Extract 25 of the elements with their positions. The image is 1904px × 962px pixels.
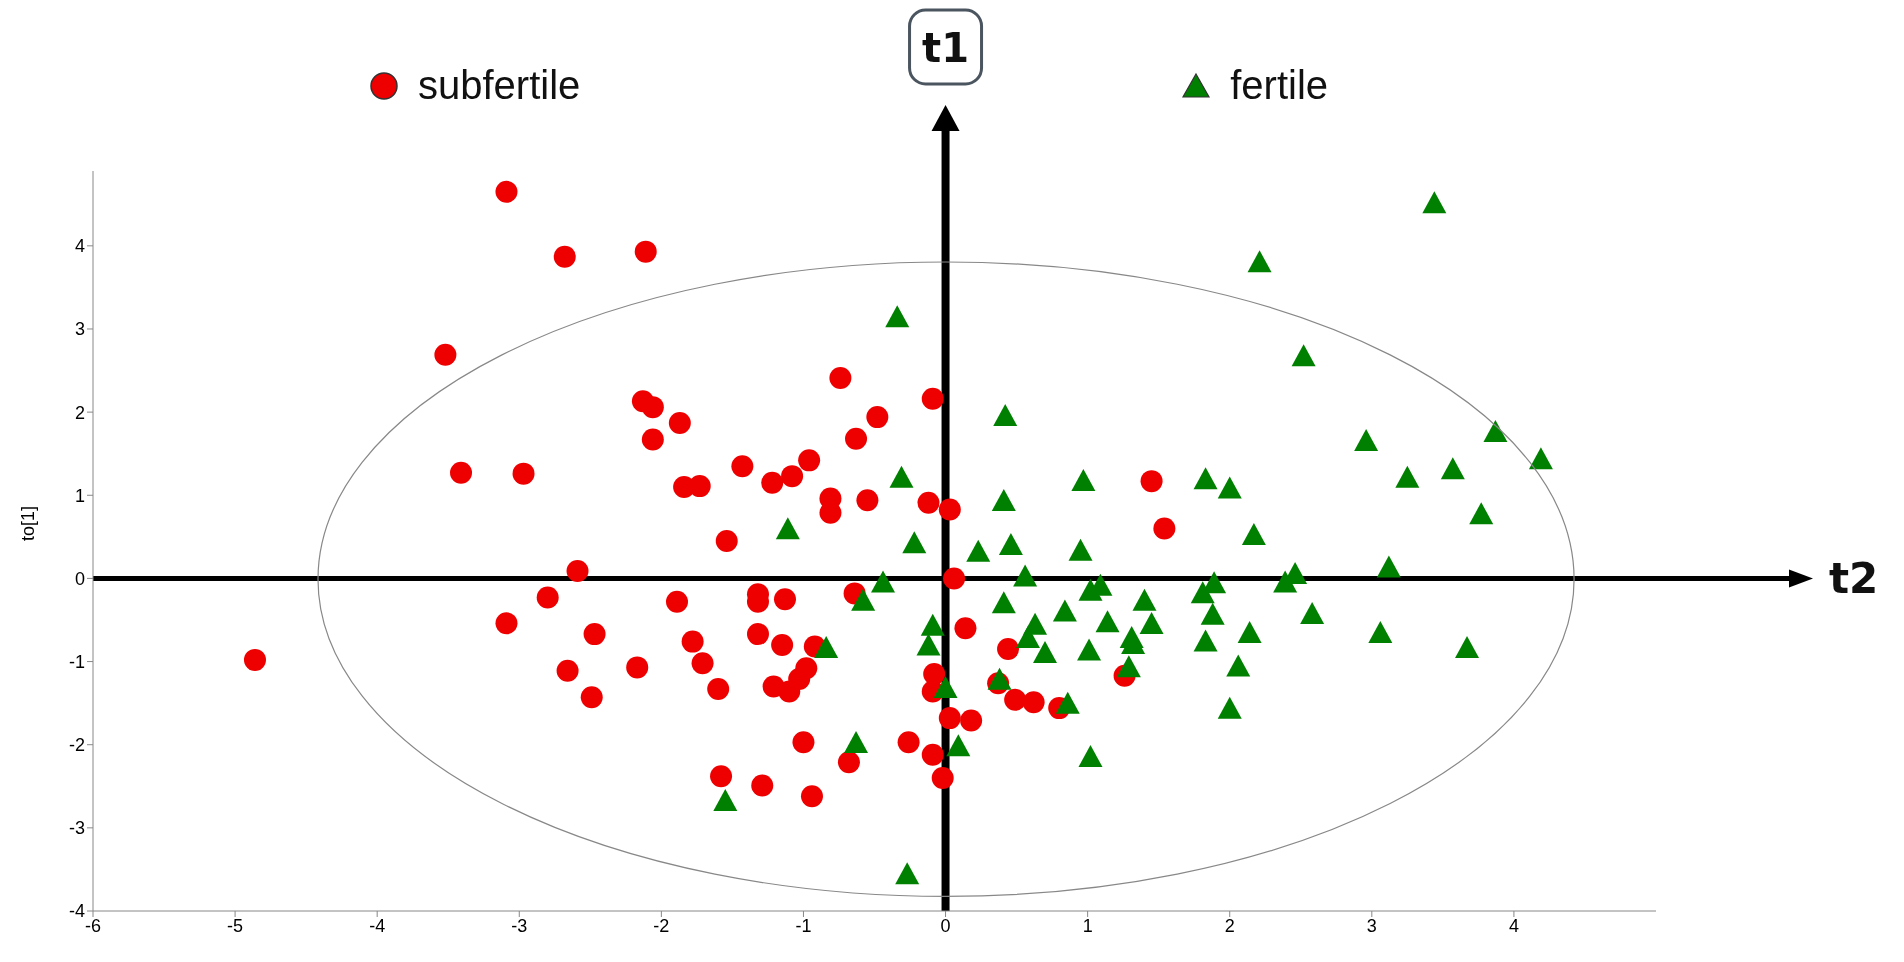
x-tick-label: -1 <box>795 915 812 936</box>
x-tick-label: -6 <box>84 915 102 936</box>
y-tick-label: 2 <box>74 402 85 423</box>
x-tick-label: 4 <box>1508 915 1519 936</box>
legend-label: subfertile <box>417 63 581 108</box>
x-tick-label: 1 <box>1082 915 1093 936</box>
x-tick-label: -4 <box>369 915 386 936</box>
x-tick-label: 0 <box>940 915 951 936</box>
x-tick-label: 3 <box>1366 915 1377 936</box>
ref-line-label: t1 <box>922 25 970 71</box>
y-tick-label: 0 <box>74 568 85 589</box>
y-tick-label: -3 <box>68 818 85 839</box>
y-tick-label: -4 <box>68 901 85 922</box>
y-tick-label: -1 <box>68 651 85 672</box>
x-tick-label: 2 <box>1224 915 1235 936</box>
x-tick-label: -2 <box>653 915 670 936</box>
y-axis-title: to[1] <box>18 505 39 541</box>
y-tick-label: -2 <box>68 735 85 756</box>
x-tick-label: -5 <box>227 915 244 936</box>
y-tick-label: 3 <box>74 319 85 340</box>
ref-line-label: t2 <box>1829 554 1879 604</box>
legend-label: fertile <box>1230 63 1329 108</box>
y-tick-label: 4 <box>74 236 85 257</box>
x-tick-label: -3 <box>511 915 528 936</box>
y-tick-label: 1 <box>74 485 85 506</box>
